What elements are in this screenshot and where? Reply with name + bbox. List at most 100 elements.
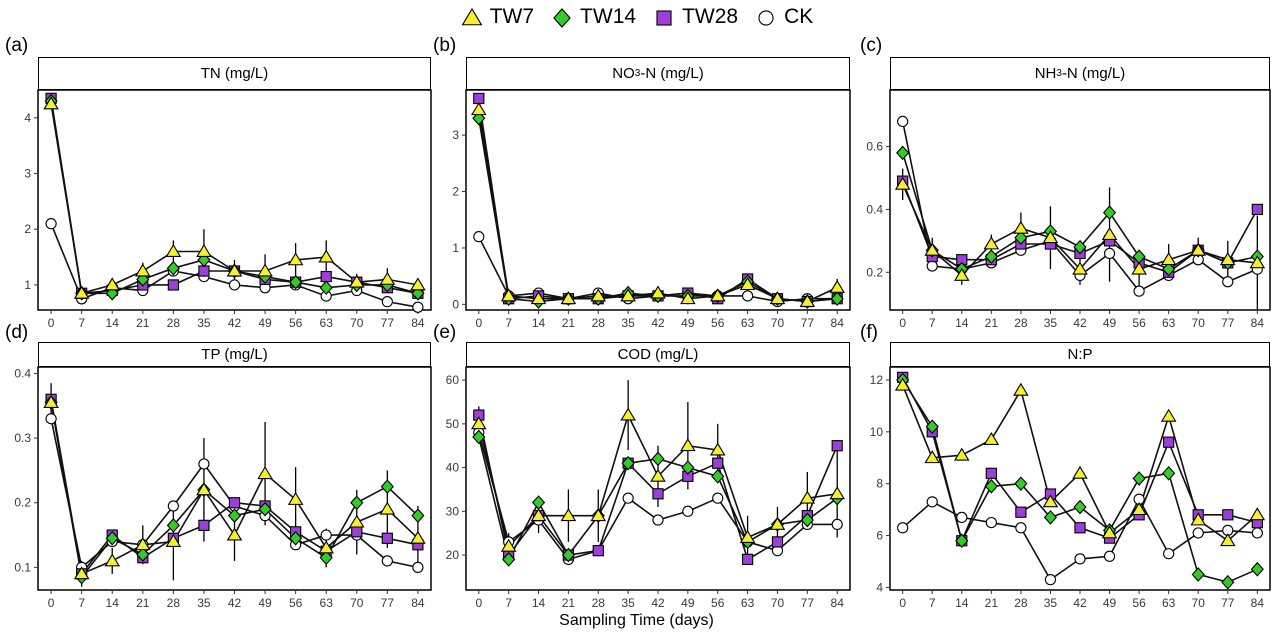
point-tw28 [985, 467, 997, 479]
point-tw7 [829, 486, 845, 500]
y-tick-label: 60 [446, 373, 460, 387]
point-tw7 [983, 236, 1000, 250]
y-tick-label: 0 [452, 297, 459, 311]
point-ck [1163, 548, 1175, 560]
point-tw14 [1043, 510, 1058, 525]
panel-letter: (c) [860, 35, 883, 56]
x-tick-label: 21 [985, 316, 999, 330]
panel-letter: (b) [433, 35, 457, 56]
legend-item-ck: CK [754, 5, 813, 29]
point-tw7 [348, 274, 365, 288]
point-tw7 [1219, 533, 1236, 547]
x-tick-label: 70 [771, 596, 785, 610]
point-tw14 [1102, 205, 1117, 220]
point-ck [198, 458, 210, 470]
point-tw14 [136, 547, 150, 562]
point-tw7 [953, 447, 970, 461]
x-tick-label: 28 [592, 316, 606, 330]
point-tw7 [257, 466, 273, 480]
point-tw7 [1042, 494, 1059, 508]
x-tick-label: 35 [1044, 316, 1058, 330]
legend-item-tw14: TW14 [550, 5, 636, 29]
point-tw28 [167, 279, 179, 291]
point-tw14 [350, 495, 364, 511]
point-tw7 [1160, 252, 1177, 266]
x-tick-label: 70 [771, 316, 785, 330]
x-tick-label: 0 [48, 596, 55, 610]
point-tw28 [320, 270, 332, 283]
point-tw14 [1073, 499, 1087, 515]
legend-item-tw28: TW28 [652, 5, 738, 29]
point-tw28 [592, 545, 604, 557]
legend-label: TW7 [489, 5, 535, 28]
plot-area: 0.2 0.4 0.6 0 7 14 21 28 35 42 49 56 63 70 77 84 [866, 89, 1271, 330]
legend-item-tw7: TW7 [460, 5, 534, 29]
point-tw7 [500, 538, 517, 552]
point-ck [1044, 574, 1057, 586]
point-ck [741, 290, 754, 302]
point-tw7 [318, 540, 334, 554]
y-tick-label: 3 [24, 167, 31, 181]
point-tw28 [198, 519, 210, 531]
point-tw7 [165, 243, 182, 257]
x-tick-label: 77 [1221, 596, 1235, 610]
legend-label: CK [784, 5, 814, 28]
y-tick-label: 0.4 [14, 366, 31, 380]
point-tw7 [73, 566, 90, 580]
point-ck [1222, 276, 1234, 288]
point-tw14 [289, 274, 303, 290]
point-tw7 [709, 442, 726, 456]
x-tick-label: 42 [228, 316, 242, 330]
x-tick-label: 70 [350, 316, 364, 330]
panel-letter: (a) [5, 35, 29, 56]
x-tick-label: 7 [78, 316, 85, 330]
x-tick-label: 56 [289, 316, 303, 330]
x-tick-label: 35 [197, 596, 211, 610]
point-ck [1192, 527, 1204, 539]
point-tw28 [473, 92, 485, 105]
y-tick-label: 0.6 [866, 140, 883, 154]
x-tick-label: 84 [1251, 596, 1265, 610]
y-tick-label: 3 [452, 128, 459, 142]
point-ck [897, 115, 909, 128]
point-tw14 [1014, 230, 1028, 246]
point-ck [682, 505, 694, 517]
point-tw14 [984, 249, 998, 264]
y-tick-label: 2 [452, 185, 459, 199]
point-tw14 [984, 478, 998, 494]
point-tw7 [590, 288, 607, 302]
point-tw28 [198, 265, 210, 277]
y-tick-label: 30 [446, 504, 460, 518]
point-tw7 [894, 176, 911, 190]
point-tw7 [1101, 227, 1118, 240]
legend-symbol-ck [758, 10, 774, 26]
x-tick-label: 70 [350, 596, 364, 610]
x-tick-label: 49 [258, 596, 272, 610]
point-ck [1015, 522, 1027, 534]
point-ck [167, 500, 179, 512]
legend-label: TW14 [580, 5, 637, 28]
point-tw7 [1042, 230, 1059, 244]
x-tick-label: 42 [651, 596, 665, 610]
point-tw28 [1074, 522, 1086, 534]
legend-symbol-tw28 [656, 10, 672, 26]
x-tick-label: 77 [381, 316, 395, 330]
point-tw14 [502, 552, 516, 567]
x-tick-label: 35 [621, 316, 635, 330]
point-tw7 [894, 377, 911, 391]
x-tick-label: 77 [801, 596, 815, 610]
point-tw14 [319, 550, 333, 566]
point-ck [1103, 550, 1116, 562]
panel-letter: (f) [860, 322, 878, 343]
panel-title: N:P [890, 342, 1270, 367]
point-tw7 [43, 96, 59, 110]
point-ck [45, 413, 57, 425]
point-tw7 [953, 267, 970, 281]
point-tw28 [1015, 506, 1027, 518]
x-tick-label: 63 [741, 596, 755, 610]
y-tick-label: 1 [24, 278, 31, 292]
point-tw7 [680, 438, 696, 452]
point-tw7 [1013, 220, 1029, 234]
point-tw14 [105, 530, 119, 546]
